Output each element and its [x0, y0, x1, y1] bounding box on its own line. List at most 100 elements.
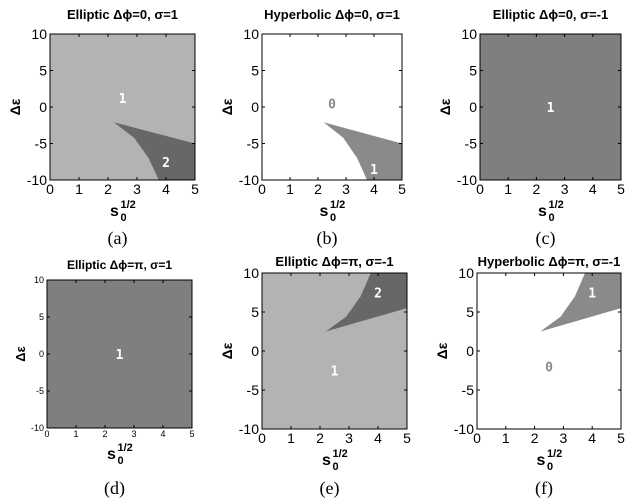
x-tick-label: 3 [131, 429, 136, 439]
y-tick-label: -5 [35, 135, 48, 151]
y-tick-label: -10 [454, 421, 474, 437]
x-tick-label: 4 [370, 181, 378, 197]
y-tick-label: 0 [469, 99, 477, 115]
x-axis-label-sup: 1/2 [547, 448, 562, 460]
x-axis-label-sup: 1/2 [549, 199, 564, 211]
region-2 [113, 122, 195, 180]
region-label: 0 [545, 361, 553, 376]
y-tick-label: 10 [461, 26, 477, 42]
x-tick-label: 0 [258, 430, 266, 446]
y-tick-label: -5 [462, 382, 475, 398]
x-tick-label: 3 [345, 430, 353, 446]
panel-caption: (b) [317, 228, 338, 249]
region-label: 2 [374, 287, 382, 302]
y-tick-label: -10 [31, 423, 44, 433]
region-label: 1 [331, 365, 339, 380]
y-tick-label: -10 [457, 172, 477, 188]
x-tick-label: 5 [617, 181, 625, 197]
x-tick-label: 4 [589, 181, 597, 197]
y-tick-label: 10 [34, 275, 44, 285]
x-tick-label: 2 [316, 430, 324, 446]
region-2 [325, 273, 407, 332]
y-tick-label: 5 [251, 304, 259, 320]
x-axis-label: s [107, 446, 116, 463]
x-tick-label: 5 [398, 181, 406, 197]
x-tick-label: 5 [191, 181, 199, 197]
x-axis-label: s [320, 203, 329, 220]
panel-title: Elliptic Δϕ=0, σ=-1 [493, 7, 608, 22]
y-tick-label: -5 [247, 382, 260, 398]
y-tick-label: 5 [39, 62, 47, 78]
x-axis-label-sup: 1/2 [333, 448, 348, 460]
x-tick-label: 4 [374, 430, 382, 446]
y-tick-label: 5 [39, 312, 44, 322]
x-axis-label: s [110, 203, 119, 220]
x-tick-label: 0 [46, 181, 54, 197]
x-tick-label: 4 [160, 429, 165, 439]
region-label: 0 [328, 97, 336, 112]
x-tick-label: 5 [403, 430, 411, 446]
x-axis-label-sup: 1/2 [121, 199, 136, 211]
y-tick-label: -5 [36, 386, 44, 396]
x-axis-label-sub: 0 [333, 461, 339, 473]
y-tick-label: -5 [247, 135, 260, 151]
x-tick-label: 1 [502, 430, 510, 446]
region-2 [323, 122, 402, 180]
x-tick-label: 1 [504, 181, 512, 197]
y-tick-label: 0 [466, 343, 474, 359]
x-axis-label: s [537, 452, 546, 469]
y-tick-label: 0 [251, 99, 259, 115]
y-axis-label: Δε [13, 346, 28, 362]
x-tick-label: 1 [287, 430, 295, 446]
region-label: 1 [588, 287, 596, 302]
y-tick-label: 10 [243, 26, 259, 42]
panel-title: Hyperbolic Δϕ=π, σ=-1 [478, 254, 621, 269]
x-tick-label: 2 [104, 181, 112, 197]
plot-background [47, 280, 192, 428]
x-tick-label: 1 [75, 181, 83, 197]
y-tick-label: 5 [251, 62, 259, 78]
x-tick-label: 1 [73, 429, 78, 439]
x-tick-label: 2 [102, 429, 107, 439]
panel-title: Elliptic Δϕ=π, σ=1 [67, 258, 172, 272]
panel-caption: (c) [536, 228, 556, 249]
x-tick-label: 5 [189, 429, 194, 439]
y-axis-label: Δε [434, 342, 450, 359]
y-tick-label: 0 [39, 99, 47, 115]
region-2 [540, 273, 621, 332]
x-tick-label: 2 [314, 181, 322, 197]
panel-title: Hyperbolic Δϕ=0, σ=1 [264, 7, 400, 22]
x-tick-label: 0 [473, 430, 481, 446]
panel-caption: (f) [535, 478, 553, 499]
x-tick-label: 0 [258, 181, 266, 197]
x-axis-label-sub: 0 [121, 212, 127, 224]
y-tick-label: 0 [39, 349, 44, 359]
y-tick-label: 5 [469, 62, 477, 78]
panel-caption: (a) [108, 228, 128, 249]
panel-caption: (d) [104, 478, 125, 499]
y-tick-label: 0 [251, 343, 259, 359]
y-axis-label: Δε [437, 98, 453, 115]
region-label: 1 [116, 348, 124, 363]
x-tick-label: 5 [617, 430, 625, 446]
panel-title: Elliptic Δϕ=0, σ=1 [67, 7, 178, 22]
y-tick-label: 5 [466, 304, 474, 320]
x-axis-label-sub: 0 [330, 212, 336, 224]
x-tick-label: 0 [44, 429, 49, 439]
x-tick-label: 3 [561, 181, 569, 197]
region-label: 2 [162, 156, 170, 171]
y-axis-label: Δε [219, 98, 235, 115]
x-tick-label: 2 [533, 181, 541, 197]
y-tick-label: -5 [465, 135, 478, 151]
x-axis-label: s [322, 452, 331, 469]
x-axis-label-sub: 0 [549, 212, 555, 224]
y-tick-label: 10 [31, 26, 47, 42]
panel-caption: (e) [320, 478, 340, 499]
x-axis-label-sup: 1/2 [330, 199, 345, 211]
panel-title: Elliptic Δϕ=π, σ=-1 [275, 254, 393, 269]
